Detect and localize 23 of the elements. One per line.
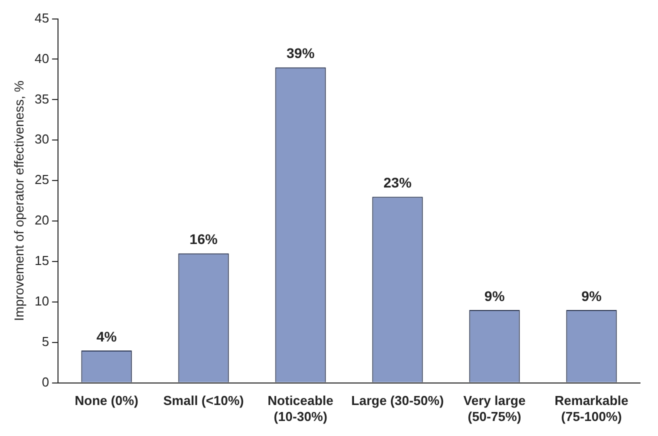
y-tick-label: 10 [34, 293, 50, 308]
x-tick-label: Noticeable (10-30%) [268, 393, 334, 424]
y-tick-label: 40 [34, 50, 50, 66]
y-tick-label: 25 [34, 172, 50, 188]
y-tick-label: 35 [34, 91, 50, 106]
data-label: 16% [190, 231, 218, 248]
y-tick-label: 30 [34, 132, 50, 147]
y-axis-title: Improvement of operator effectiveness, % [11, 80, 26, 321]
y-tick-label: 45 [34, 10, 50, 26]
y-tick-label: 5 [42, 334, 50, 349]
x-tick-label: Small (<10%) [163, 393, 244, 408]
data-label: 4% [96, 328, 118, 344]
data-label: 39% [286, 45, 316, 62]
x-tick-label: None (0%) [74, 393, 138, 408]
data-label: 23% [384, 174, 412, 191]
y-tick-label: 15 [34, 253, 50, 268]
y-tick-label: 0 [42, 374, 50, 390]
x-tick-label: Large (30-50%) [351, 393, 444, 408]
y-tick-label: 20 [34, 212, 50, 228]
x-tick-label: Very large (50-75%) [463, 393, 526, 424]
x-tick-label: Remarkable (75-100%) [554, 393, 628, 424]
data-label: 9% [581, 288, 602, 304]
data-label: 9% [484, 288, 506, 304]
